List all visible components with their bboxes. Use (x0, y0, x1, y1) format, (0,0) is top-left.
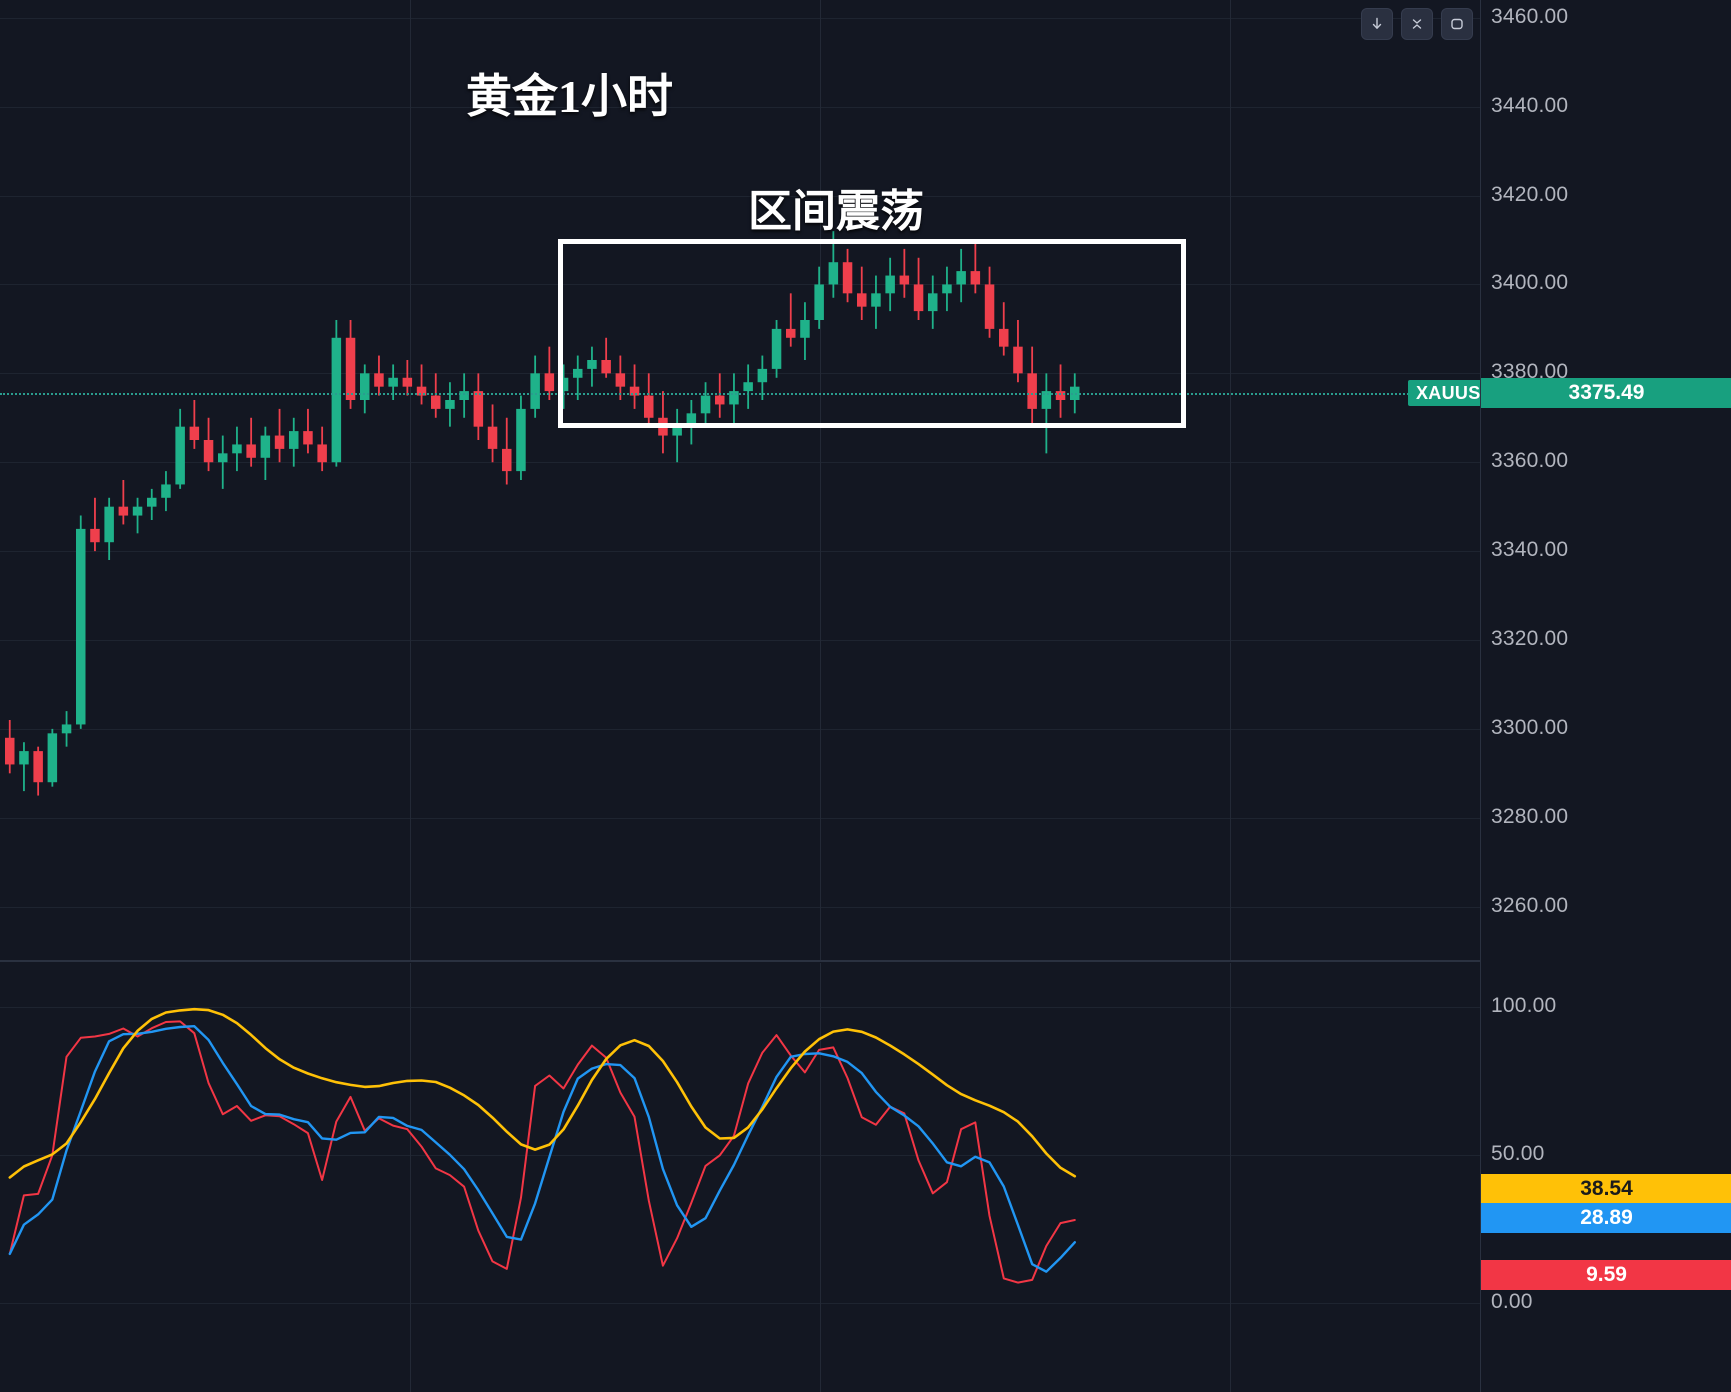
price-tick-2: 3420.00 (1491, 182, 1569, 206)
price-tick-1: 3440.00 (1491, 93, 1569, 117)
price-tick-7: 3320.00 (1491, 627, 1569, 650)
collapse-pane-icon[interactable] (1401, 8, 1433, 40)
price-tick-8: 3300.00 (1491, 715, 1569, 739)
price-tick-3: 3400.00 (1491, 271, 1569, 295)
price-axis[interactable]: 3460.00 3440.00 3420.00 3400.00 3380.00 3360.… (1480, 0, 1731, 1392)
price-tick-9: 3280.00 (1491, 804, 1569, 828)
chart-toolbar[interactable] (1361, 8, 1473, 40)
chart-title-annotation: 黄金1小时 (466, 71, 673, 122)
scroll-to-realtime-icon[interactable] (1361, 8, 1393, 40)
kdj-line-series (8, 1007, 1077, 1284)
indicator-grid (0, 963, 1480, 1392)
pane-divider[interactable] (0, 960, 1480, 962)
price-tick-4: 3380.00 (1491, 360, 1569, 384)
price-tick-6: 3340.00 (1491, 538, 1569, 562)
range-annotation-label: 区间震荡 (748, 187, 924, 236)
last-price-line (0, 393, 1480, 396)
price-tick-10: 3260.00 (1491, 893, 1569, 917)
indicator-tick-1: 50.00 (1491, 1142, 1545, 1166)
indicator-pane-kdj[interactable] (0, 963, 1480, 1392)
price-tick-5: 3360.00 (1491, 449, 1569, 473)
candlestick-series (5, 231, 1080, 796)
range-rectangle-drawing[interactable] (558, 239, 1186, 428)
j-value-badge[interactable]: 38.54 (1481, 1174, 1731, 1205)
indicator-tick-2: 0.00 (1491, 1290, 1533, 1314)
last-price-badge[interactable]: 3375.49 (1481, 378, 1731, 409)
k-value-badge[interactable]: 9.59 (1481, 1259, 1731, 1290)
price-grid (0, 0, 1480, 960)
price-pane[interactable]: 黄金1小时 区间震荡 (0, 0, 1480, 960)
price-tick-0: 3460.00 (1491, 4, 1569, 28)
fullscreen-icon[interactable] (1441, 8, 1473, 40)
indicator-tick-0: 100.00 (1491, 994, 1557, 1018)
d-value-badge[interactable]: 28.89 (1481, 1202, 1731, 1233)
